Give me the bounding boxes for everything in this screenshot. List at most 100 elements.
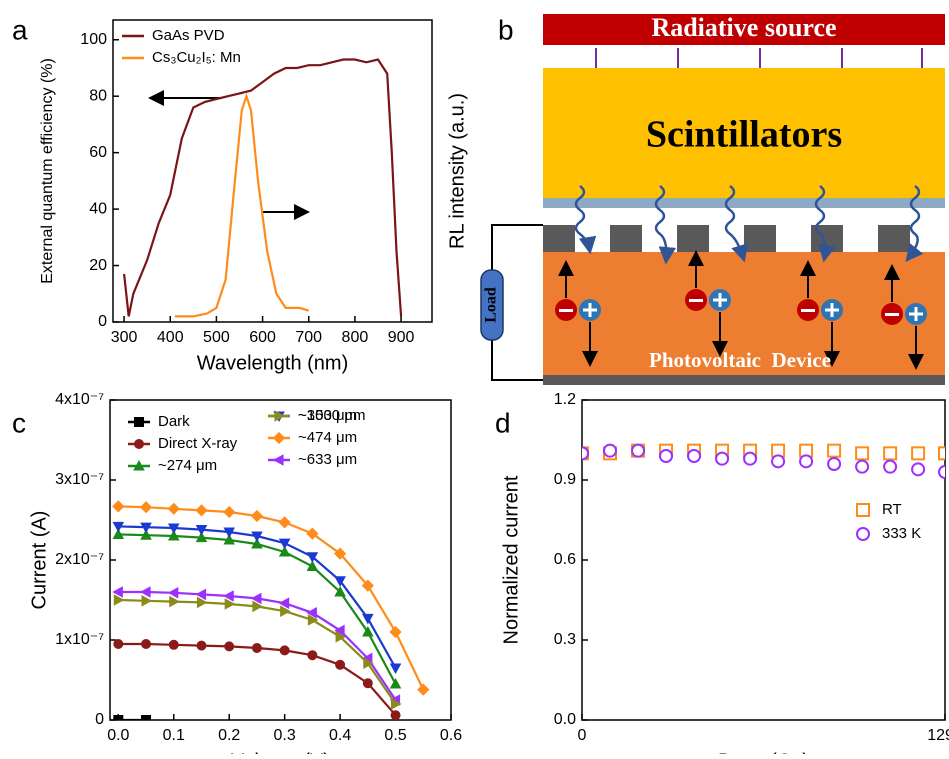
plot-area [582, 443, 945, 479]
diagram: b Radiative source Scintillators Photovo… [480, 13, 945, 385]
marker [389, 663, 402, 674]
marker [855, 459, 870, 474]
x-axis-label: Wavelength (nm) [197, 352, 349, 374]
marker [743, 451, 758, 466]
marker [856, 527, 870, 541]
marker [167, 523, 180, 534]
y-tick-label: 100 [80, 31, 107, 48]
electrode [543, 375, 945, 385]
x-tick-label: 400 [157, 329, 184, 346]
legend-label: Dark [158, 413, 190, 430]
marker [389, 678, 402, 689]
marker [113, 639, 124, 649]
y-tick-label: 3x10⁻⁷ [55, 471, 104, 488]
marker [224, 598, 236, 610]
scintillator [543, 68, 945, 198]
y-axis-label: Current (A) [28, 511, 50, 610]
photons [574, 185, 924, 265]
y-tick-label: 0.9 [554, 471, 576, 488]
marker [251, 531, 263, 542]
device [543, 252, 945, 375]
y-tick-label: 80 [89, 87, 107, 104]
marker [278, 538, 291, 550]
marker [169, 595, 180, 608]
plot-area [112, 500, 430, 720]
marker [252, 600, 263, 613]
marker [306, 607, 317, 619]
y-tick-label: 60 [89, 144, 107, 161]
y-tick-label: 0.6 [554, 551, 576, 568]
marker [603, 443, 618, 458]
marker [417, 683, 430, 696]
source-label: Radiative source [651, 13, 836, 42]
marker [250, 592, 262, 605]
x-tick-label: 0.3 [274, 727, 296, 744]
legend-label: ~274 μm [158, 457, 217, 474]
x-tick-label: 0 [578, 727, 587, 744]
marker [659, 449, 674, 463]
marker [250, 509, 264, 523]
legend-label: ~1000 μm [298, 407, 365, 424]
plot-area [123, 58, 403, 318]
marker [631, 443, 646, 458]
marker [938, 465, 945, 479]
marker [134, 439, 144, 449]
panel-label: a [12, 14, 28, 45]
x-tick-label: 0.4 [329, 727, 351, 744]
marker [140, 529, 152, 540]
marker [274, 410, 285, 422]
marker [272, 431, 286, 445]
marker [224, 641, 235, 652]
legend-label: Cs₃Cu₂I₅: Mn [152, 49, 241, 66]
marker [196, 640, 207, 651]
marker [938, 446, 945, 461]
marker [196, 596, 208, 609]
panel-label: b [498, 14, 514, 45]
y-tick-label: 40 [89, 200, 107, 217]
marker [112, 586, 123, 598]
legend-label: GaAs PVD [152, 27, 225, 44]
marker [333, 547, 347, 560]
x-tick-label: 800 [342, 329, 369, 346]
marker [883, 446, 898, 461]
y-tick-label: 4x10⁻⁷ [55, 391, 104, 408]
marker [278, 597, 290, 609]
x-tick-label: 500 [203, 329, 230, 346]
marker [391, 698, 402, 710]
y-axis-label: Normalized current [500, 475, 522, 644]
marker [362, 613, 374, 625]
y-tick-label: 0.3 [554, 631, 576, 648]
marker [195, 525, 208, 536]
series-line [174, 92, 310, 318]
marker [113, 594, 125, 606]
marker [306, 552, 319, 563]
x-tick-label: 0.6 [440, 727, 462, 744]
plot-frame [112, 19, 433, 323]
marker [139, 501, 153, 514]
y-tick-label: 1x10⁻⁷ [55, 631, 104, 648]
y2-axis-label: RL intensity (a.u.) [446, 93, 468, 249]
marker [113, 715, 124, 720]
marker [687, 449, 702, 463]
x-tick-label: 700 [295, 329, 322, 346]
marker [363, 657, 374, 669]
charges [555, 289, 927, 325]
marker [389, 625, 402, 639]
series-line [118, 505, 425, 691]
marker [141, 639, 152, 649]
y-tick-label: 20 [89, 257, 107, 274]
marker [334, 586, 346, 597]
marker [856, 503, 870, 517]
x-tick-label: 0.1 [163, 727, 185, 744]
panel-label: d [495, 407, 511, 438]
marker [279, 645, 290, 656]
marker [141, 715, 152, 720]
series-line [123, 58, 403, 317]
marker [112, 528, 125, 539]
marker [223, 590, 234, 602]
marker [195, 504, 208, 517]
source [543, 14, 945, 45]
legend-label: ~353 μm [298, 407, 357, 424]
device-label: Photovoltaic Device [649, 348, 831, 372]
